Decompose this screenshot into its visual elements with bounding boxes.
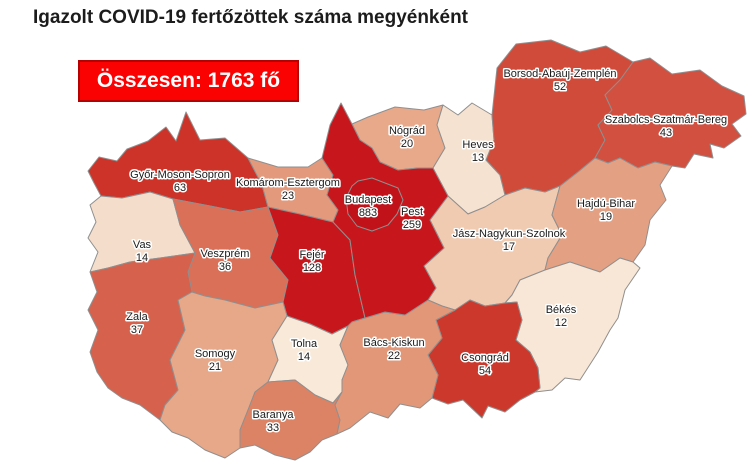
county-bacs-kiskun: [334, 299, 456, 435]
county-name-jasz-nagykun-szolnok: Jász-Nagykun-Szolnok: [453, 228, 566, 240]
county-value-heves: 13: [472, 152, 484, 164]
county-budapest: [345, 177, 404, 232]
county-name-nograd: Nógrád: [389, 125, 425, 137]
county-szabolcs-szatmar-bereg: [594, 57, 747, 169]
county-value-jasz-nagykun-szolnok: 17: [503, 241, 515, 253]
county-baranya: [239, 379, 343, 461]
county-name-borsod-abauj-zemplen: Borsod-Abaúj-Zemplén: [503, 68, 616, 80]
county-name-zala: Zala: [126, 311, 148, 323]
county-name-baranya: Baranya: [253, 409, 295, 421]
county-name-tolna: Tolna: [291, 338, 318, 350]
county-name-hajdu-bihar: Hajdú-Bihar: [577, 198, 635, 210]
county-value-bacs-kiskun: 22: [388, 350, 400, 362]
county-value-borsod-abauj-zemplen: 52: [554, 81, 566, 93]
page-title: Igazolt COVID-19 fertőzöttek száma megyé…: [33, 7, 468, 28]
county-value-somogy: 21: [209, 361, 221, 373]
county-value-bekes: 12: [555, 317, 567, 329]
county-name-komarom-esztergom: Komárom-Esztergom: [236, 177, 340, 189]
county-value-veszprem: 36: [219, 261, 231, 273]
county-value-pest: 259: [403, 219, 421, 231]
county-name-veszprem: Veszprém: [201, 248, 250, 260]
county-name-pest: Pest: [401, 206, 423, 218]
total-badge-text: Összesen: 1763 fő: [96, 69, 281, 92]
county-value-fejer: 128: [303, 262, 321, 274]
county-name-vas: Vas: [133, 239, 152, 251]
county-value-komarom-esztergom: 23: [282, 190, 294, 202]
county-name-csongrad: Csongrád: [461, 352, 509, 364]
county-name-bekes: Békés: [546, 304, 577, 316]
county-value-hajdu-bihar: 19: [600, 211, 612, 223]
county-value-csongrad: 54: [479, 365, 491, 377]
county-value-vas: 14: [136, 252, 148, 264]
county-value-nograd: 20: [401, 138, 413, 150]
county-value-zala: 37: [131, 324, 143, 336]
county-value-budapest: 883: [359, 207, 377, 219]
county-name-heves: Heves: [462, 139, 494, 151]
county-value-tolna: 14: [298, 351, 310, 363]
county-name-szabolcs-szatmar-bereg: Szabolcs-Szatmár-Bereg: [605, 114, 727, 126]
county-value-baranya: 33: [267, 422, 279, 434]
county-name-gyor-moson-sopron: Győr-Moson-Sopron: [130, 169, 230, 181]
total-badge: Összesen: 1763 fő: [78, 60, 299, 102]
county-name-somogy: Somogy: [195, 348, 236, 360]
county-name-fejer: Fejér: [299, 249, 324, 261]
county-name-budapest: Budapest: [345, 194, 391, 206]
county-name-bacs-kiskun: Bács-Kiskun: [363, 337, 424, 349]
county-value-szabolcs-szatmar-bereg: 43: [660, 127, 672, 139]
county-value-gyor-moson-sopron: 63: [174, 182, 186, 194]
